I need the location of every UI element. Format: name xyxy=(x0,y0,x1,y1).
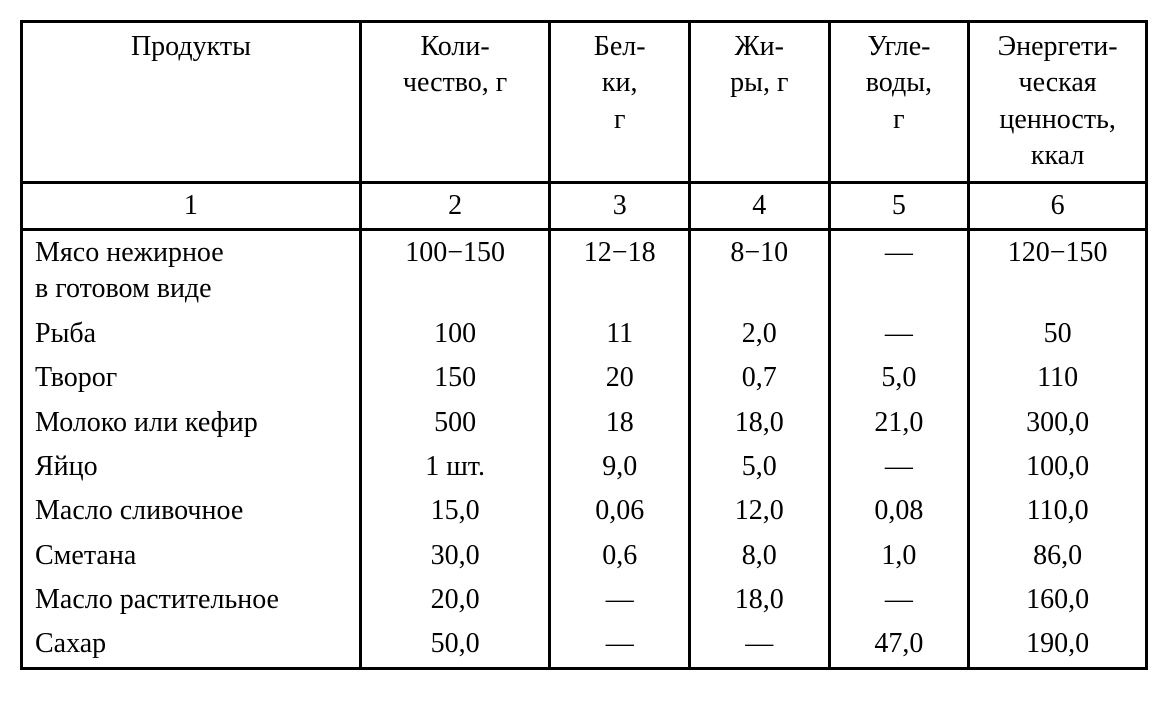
colnum-3: 3 xyxy=(550,182,690,229)
cell-quantity: 1 шт. xyxy=(360,445,550,489)
cell-fat: 0,7 xyxy=(690,356,830,400)
cell-carbs: 21,0 xyxy=(829,401,969,445)
cell-protein: — xyxy=(550,578,690,622)
cell-carbs: 1,0 xyxy=(829,534,969,578)
cell-protein: 11 xyxy=(550,312,690,356)
cell-product: Яйцо xyxy=(22,445,361,489)
cell-energy: 110 xyxy=(969,356,1147,400)
cell-carbs: — xyxy=(829,578,969,622)
table-row: Сахар50,0——47,0190,0 xyxy=(22,622,1147,668)
cell-product: Творог xyxy=(22,356,361,400)
colnum-2: 2 xyxy=(360,182,550,229)
table-header-row: Продукты Коли-чество, г Бел-ки,г Жи-ры, … xyxy=(22,22,1147,183)
table-row: Яйцо1 шт.9,05,0—100,0 xyxy=(22,445,1147,489)
cell-fat: 8−10 xyxy=(690,229,830,311)
cell-product: Сахар xyxy=(22,622,361,668)
cell-carbs: — xyxy=(829,229,969,311)
colnum-1: 1 xyxy=(22,182,361,229)
column-number-row: 1 2 3 4 5 6 xyxy=(22,182,1147,229)
cell-protein: — xyxy=(550,622,690,668)
cell-fat: 2,0 xyxy=(690,312,830,356)
cell-carbs: 5,0 xyxy=(829,356,969,400)
cell-energy: 120−150 xyxy=(969,229,1147,311)
table-row: Молоко или кефир5001818,021,0300,0 xyxy=(22,401,1147,445)
cell-energy: 190,0 xyxy=(969,622,1147,668)
cell-fat: 18,0 xyxy=(690,578,830,622)
header-protein: Бел-ки,г xyxy=(550,22,690,183)
cell-product: Масло растительное xyxy=(22,578,361,622)
header-energy: Энергети-ческаяценность,ккал xyxy=(969,22,1147,183)
cell-product: Молоко или кефир xyxy=(22,401,361,445)
table-row: Масло сливочное15,00,0612,00,08110,0 xyxy=(22,489,1147,533)
cell-quantity: 20,0 xyxy=(360,578,550,622)
cell-quantity: 15,0 xyxy=(360,489,550,533)
table-row: Сметана30,00,68,01,086,0 xyxy=(22,534,1147,578)
table-row: Масло растительное20,0—18,0—160,0 xyxy=(22,578,1147,622)
cell-product: Сметана xyxy=(22,534,361,578)
table-row: Рыба100112,0—50 xyxy=(22,312,1147,356)
cell-energy: 160,0 xyxy=(969,578,1147,622)
cell-carbs: 47,0 xyxy=(829,622,969,668)
cell-energy: 50 xyxy=(969,312,1147,356)
cell-product: Рыба xyxy=(22,312,361,356)
cell-product: Масло сливочное xyxy=(22,489,361,533)
cell-fat: 8,0 xyxy=(690,534,830,578)
cell-quantity: 500 xyxy=(360,401,550,445)
nutrition-table: Продукты Коли-чество, г Бел-ки,г Жи-ры, … xyxy=(20,20,1148,670)
table-row: Мясо нежирноев готовом виде100−15012−188… xyxy=(22,229,1147,311)
cell-protein: 12−18 xyxy=(550,229,690,311)
table-body: Мясо нежирноев готовом виде100−15012−188… xyxy=(22,229,1147,668)
cell-quantity: 100−150 xyxy=(360,229,550,311)
cell-quantity: 50,0 xyxy=(360,622,550,668)
cell-quantity: 100 xyxy=(360,312,550,356)
cell-protein: 9,0 xyxy=(550,445,690,489)
cell-energy: 300,0 xyxy=(969,401,1147,445)
cell-quantity: 150 xyxy=(360,356,550,400)
table-row: Творог150200,75,0110 xyxy=(22,356,1147,400)
cell-carbs: — xyxy=(829,312,969,356)
cell-protein: 18 xyxy=(550,401,690,445)
cell-fat: 12,0 xyxy=(690,489,830,533)
cell-quantity: 30,0 xyxy=(360,534,550,578)
colnum-5: 5 xyxy=(829,182,969,229)
cell-energy: 100,0 xyxy=(969,445,1147,489)
cell-protein: 0,06 xyxy=(550,489,690,533)
cell-energy: 110,0 xyxy=(969,489,1147,533)
cell-protein: 0,6 xyxy=(550,534,690,578)
colnum-6: 6 xyxy=(969,182,1147,229)
cell-energy: 86,0 xyxy=(969,534,1147,578)
cell-carbs: — xyxy=(829,445,969,489)
header-fat: Жи-ры, г xyxy=(690,22,830,183)
cell-carbs: 0,08 xyxy=(829,489,969,533)
cell-fat: 5,0 xyxy=(690,445,830,489)
header-carbs: Угле-воды,г xyxy=(829,22,969,183)
cell-protein: 20 xyxy=(550,356,690,400)
header-product: Продукты xyxy=(22,22,361,183)
header-quantity: Коли-чество, г xyxy=(360,22,550,183)
colnum-4: 4 xyxy=(690,182,830,229)
cell-product: Мясо нежирноев готовом виде xyxy=(22,229,361,311)
cell-fat: — xyxy=(690,622,830,668)
cell-fat: 18,0 xyxy=(690,401,830,445)
